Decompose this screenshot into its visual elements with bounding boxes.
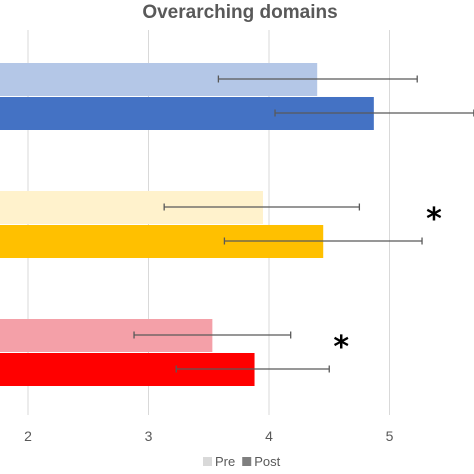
x-axis-ticks: 2 3 4 5 — [24, 428, 394, 444]
x-tick-label: 2 — [24, 428, 32, 444]
x-tick-label: 3 — [145, 428, 153, 444]
legend-label: Post — [254, 454, 280, 469]
legend-label: Pre — [215, 454, 235, 469]
legend: Pre Post — [203, 454, 281, 469]
chart-title: Overarching domains — [142, 2, 337, 23]
significance-markers: ** — [333, 202, 442, 365]
significance-star: * — [426, 202, 442, 237]
error-bars — [133, 75, 474, 373]
bars — [0, 63, 374, 386]
x-tick-label: 4 — [265, 428, 273, 444]
legend-swatch — [242, 457, 252, 466]
significance-star: * — [333, 330, 349, 365]
legend-swatch — [203, 457, 212, 466]
x-tick-label: 5 — [386, 428, 394, 444]
